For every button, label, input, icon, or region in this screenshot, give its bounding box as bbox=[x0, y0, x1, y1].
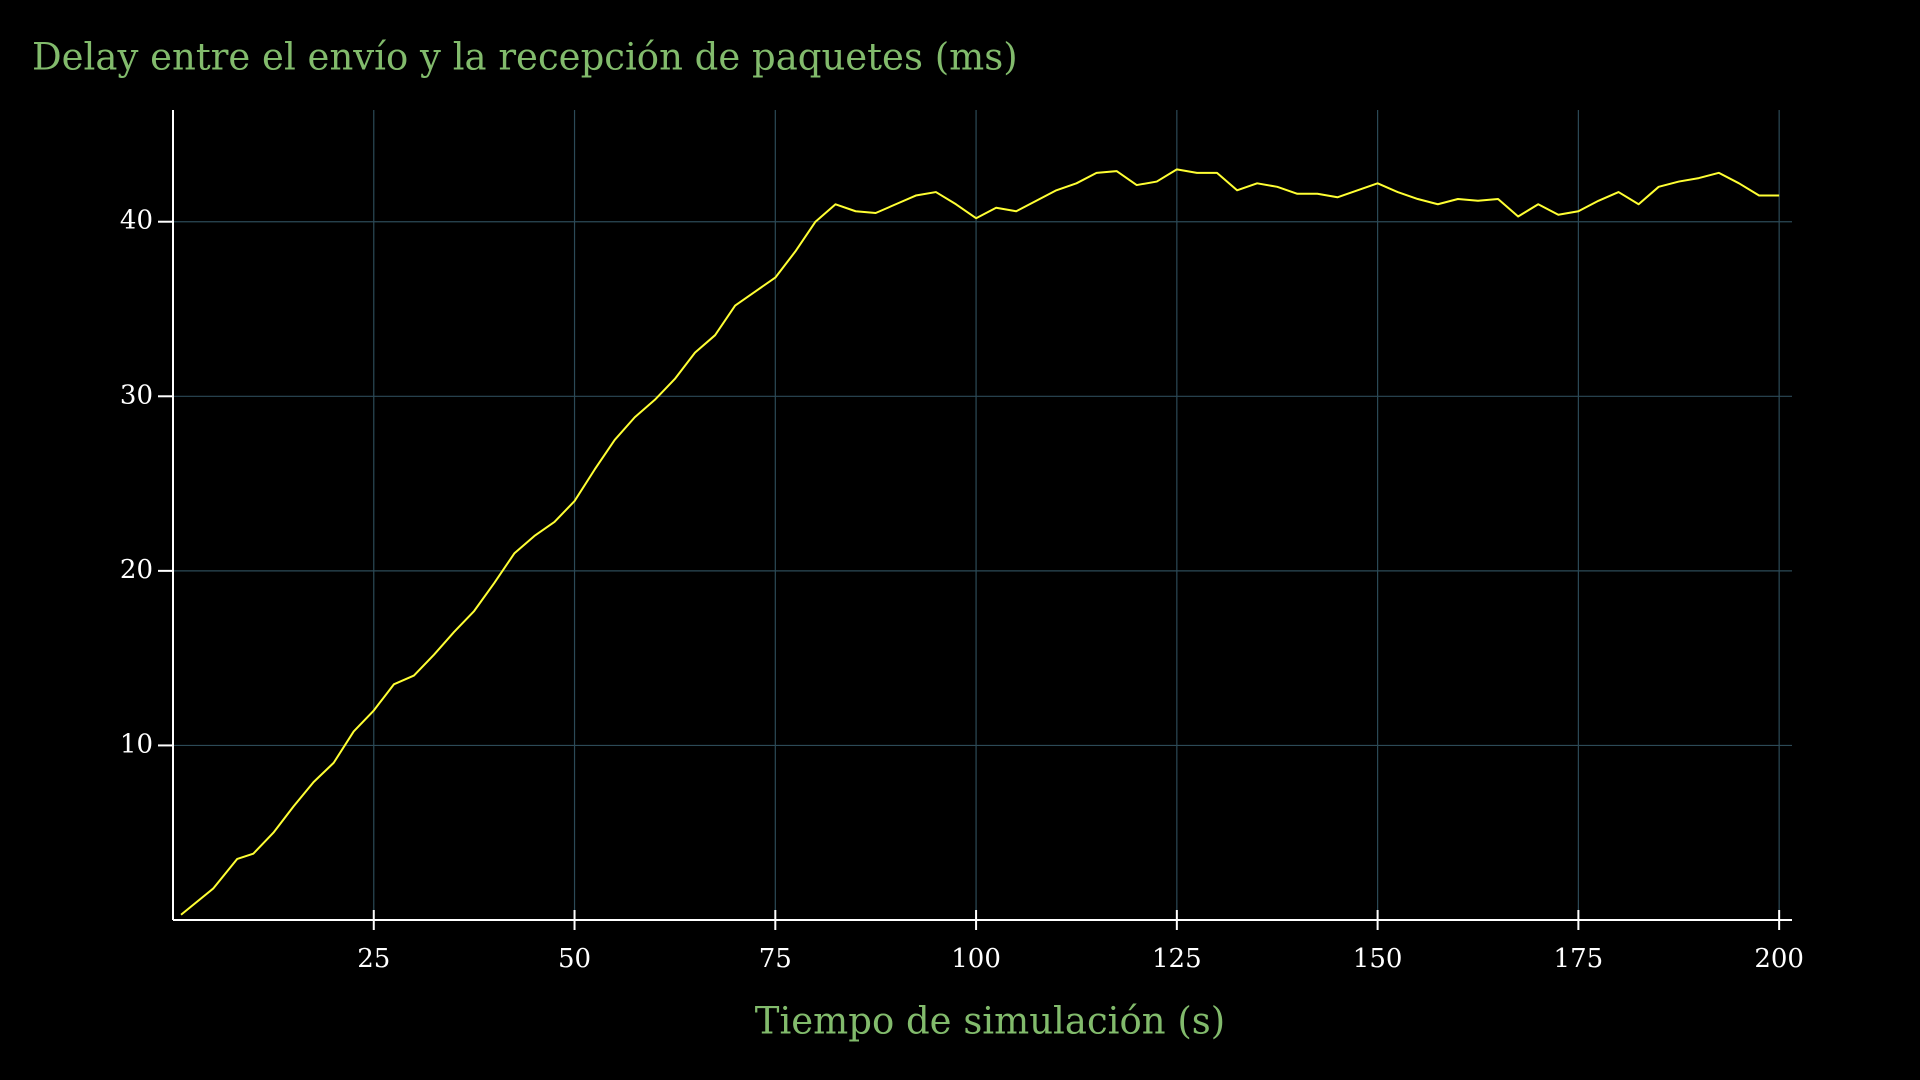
y-tick-label: 10 bbox=[120, 729, 153, 759]
y-tick-label: 30 bbox=[120, 380, 153, 410]
x-tick-label: 125 bbox=[1152, 944, 1202, 974]
x-tick-label: 100 bbox=[951, 944, 1001, 974]
x-tick-label: 25 bbox=[357, 944, 390, 974]
chart-title: Delay entre el envío y la recepción de p… bbox=[32, 36, 1018, 79]
x-tick-label: 200 bbox=[1754, 944, 1804, 974]
x-tick-label: 175 bbox=[1554, 944, 1604, 974]
x-tick-label: 150 bbox=[1353, 944, 1403, 974]
y-tick-label: 20 bbox=[120, 555, 153, 585]
x-tick-label: 75 bbox=[759, 944, 792, 974]
data-line bbox=[180, 168, 1780, 916]
x-axis-label: Tiempo de simulación (s) bbox=[755, 1000, 1225, 1043]
x-tick-label: 50 bbox=[558, 944, 591, 974]
y-tick-label: 40 bbox=[120, 206, 153, 236]
